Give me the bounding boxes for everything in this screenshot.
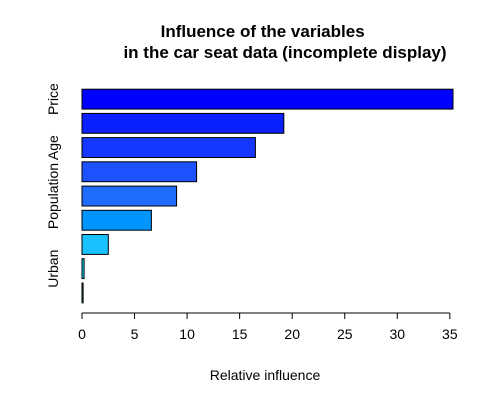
- bar-5: [81, 185, 178, 207]
- x-axis-title: Relative influence: [210, 367, 321, 383]
- bar-7: [81, 234, 109, 255]
- x-tick-label: 25: [337, 326, 353, 342]
- bar-2: [81, 112, 285, 134]
- bar-9: [81, 282, 84, 304]
- bar-8: [81, 258, 85, 280]
- y-axis: Price Age Population Urban: [45, 83, 61, 288]
- x-tick-label: 0: [78, 326, 86, 342]
- chart-title-line-1: Influence of the variables: [161, 22, 365, 41]
- x-tick-label: 35: [442, 326, 458, 342]
- x-axis: 0 5 10 15 20 25 30 35: [78, 312, 458, 342]
- bars-group: [81, 88, 454, 304]
- x-tick-label: 5: [131, 326, 139, 342]
- y-tick-label: Age: [45, 135, 61, 160]
- x-tick-label: 10: [179, 326, 195, 342]
- x-tick-label: 20: [284, 326, 300, 342]
- y-tick-label: Population: [45, 163, 61, 229]
- bar-4: [81, 161, 198, 183]
- chart-title-line-2: in the car seat data (incomplete display…: [123, 43, 446, 62]
- x-tick-label: 15: [232, 326, 248, 342]
- y-tick-label: Price: [45, 83, 61, 115]
- bar-3: [81, 137, 256, 159]
- y-tick-label: Urban: [45, 250, 61, 288]
- bar-1: [81, 88, 454, 110]
- x-tick-label: 30: [390, 326, 406, 342]
- bar-6: [81, 209, 152, 231]
- chart-title: Influence of the variables in the car se…: [123, 22, 446, 62]
